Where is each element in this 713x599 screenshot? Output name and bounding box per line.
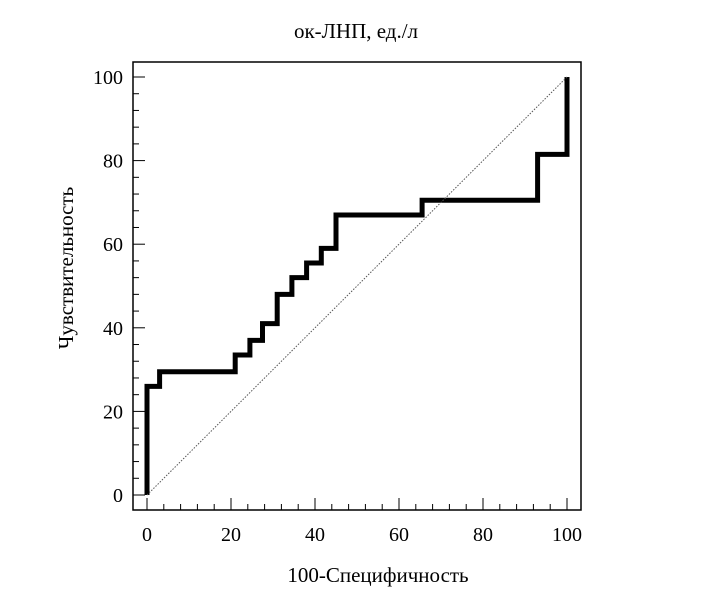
roc-curve-line [144, 77, 570, 495]
y-tick-label: 60 [103, 234, 123, 256]
y-axis-label: Чувствительность [54, 187, 78, 349]
x-tick-label: 0 [142, 524, 152, 546]
x-tick-label: 80 [473, 524, 493, 546]
reference-diagonal-line [146, 76, 568, 496]
x-tick-label: 40 [305, 524, 325, 546]
y-tick-label: 0 [113, 485, 123, 507]
y-tick-label: 20 [103, 401, 123, 423]
plot-frame [132, 61, 582, 511]
x-axis-label: 100-Специфичность [287, 563, 468, 587]
x-tick-label: 100 [552, 524, 582, 546]
y-tick-label: 80 [103, 151, 123, 173]
x-tick-label: 60 [389, 524, 409, 546]
chart-title: ок-ЛНП, ед./л [294, 19, 418, 43]
x-tick-label: 20 [221, 524, 241, 546]
y-tick-label: 40 [103, 318, 123, 340]
y-tick-label: 100 [93, 67, 123, 89]
